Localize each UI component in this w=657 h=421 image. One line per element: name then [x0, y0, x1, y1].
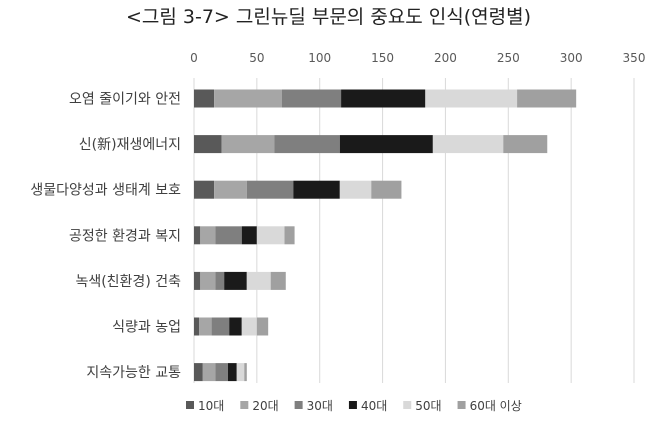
- legend-label-4: 40대: [361, 399, 387, 413]
- bar-segment-4: [224, 271, 247, 290]
- bar-segment-3: [274, 135, 340, 154]
- legend-swatch-2: [240, 401, 249, 409]
- bar-segment-1: [194, 317, 200, 336]
- category-label: 공정한 환경과 복지: [69, 228, 181, 244]
- x-axis-ticks: 0 50 100 150 200 250 300 350: [190, 51, 645, 65]
- bar-segment-4: [227, 363, 237, 382]
- bar-segment-6: [244, 363, 247, 382]
- category-label: 식량과 농업: [112, 320, 181, 336]
- x-tick-label-100: 100: [308, 51, 331, 65]
- x-tick-label-200: 200: [434, 51, 457, 65]
- bar-segment-1: [194, 226, 201, 245]
- bar-segment-5: [339, 180, 372, 199]
- bar-segment-4: [341, 89, 426, 108]
- bar-segment-5: [246, 271, 271, 290]
- category-label: 녹색(친환경) 건축: [75, 274, 181, 290]
- chart-title: <그림 3-7> 그린뉴딜 부문의 중요도 인식(연령별): [125, 6, 532, 28]
- bar-segment-1: [194, 271, 201, 290]
- legend-label-5: 50대: [415, 399, 441, 413]
- bar-segment-1: [194, 363, 203, 382]
- bar-segment-6: [517, 89, 577, 108]
- bar-segment-2: [221, 135, 275, 154]
- bar-segment-4: [293, 180, 340, 199]
- legend-swatch-1: [186, 401, 194, 409]
- x-tick-label-250: 250: [497, 51, 520, 65]
- legend-label-2: 20대: [252, 399, 278, 413]
- bar-segment-6: [256, 317, 269, 336]
- bar-segment-5: [425, 89, 518, 108]
- bar-segment-1: [194, 180, 215, 199]
- bar-segment-2: [200, 271, 216, 290]
- x-tick-label-300: 300: [560, 51, 583, 65]
- bar-segment-3: [282, 89, 342, 108]
- bar-segment-4: [229, 317, 242, 336]
- bar-segment-1: [194, 135, 222, 154]
- bars: [194, 89, 577, 382]
- bar-segment-5: [236, 363, 245, 382]
- category-label: 신(新)재생에너지: [79, 137, 181, 153]
- bar-segment-6: [371, 180, 402, 199]
- bar-segment-2: [202, 363, 216, 382]
- bar-segment-4: [241, 226, 257, 245]
- bar-segment-3: [246, 180, 294, 199]
- category-label: 오염 줄이기와 안전: [69, 92, 181, 108]
- x-tick-label-150: 150: [371, 51, 394, 65]
- legend-label-1: 10대: [198, 399, 224, 413]
- x-tick-label-0: 0: [190, 51, 198, 65]
- bar-segment-3: [215, 271, 225, 290]
- legend-swatch-4: [348, 401, 357, 409]
- bar-segment-3: [215, 226, 242, 245]
- category-label: 지속가능한 교통: [86, 365, 181, 381]
- bar-segment-4: [339, 135, 433, 154]
- category-label: 생물다양성과 생태계 보호: [30, 183, 181, 199]
- legend: 10대 20대 30대 40대 50대 60대 이상: [186, 399, 522, 413]
- legend-label-3: 30대: [307, 399, 333, 413]
- bar-segment-2: [200, 226, 216, 245]
- bar-segment-5: [256, 226, 285, 245]
- bar-segment-3: [211, 317, 230, 336]
- legend-swatch-5: [403, 401, 412, 409]
- x-tick-label-350: 350: [623, 51, 646, 65]
- bar-segment-5: [241, 317, 257, 336]
- bar-segment-1: [194, 89, 215, 108]
- bar-segment-6: [270, 271, 286, 290]
- x-tick-label-50: 50: [249, 51, 264, 65]
- bar-segment-2: [214, 89, 282, 108]
- bar-segment-5: [432, 135, 504, 154]
- legend-label-6: 60대 이상: [470, 399, 522, 413]
- bar-segment-6: [503, 135, 548, 154]
- legend-swatch-3: [294, 401, 303, 409]
- legend-swatch-6: [457, 401, 466, 409]
- bar-segment-2: [199, 317, 212, 336]
- bar-segment-3: [215, 363, 228, 382]
- bar-segment-6: [284, 226, 295, 245]
- bar-segment-2: [214, 180, 247, 199]
